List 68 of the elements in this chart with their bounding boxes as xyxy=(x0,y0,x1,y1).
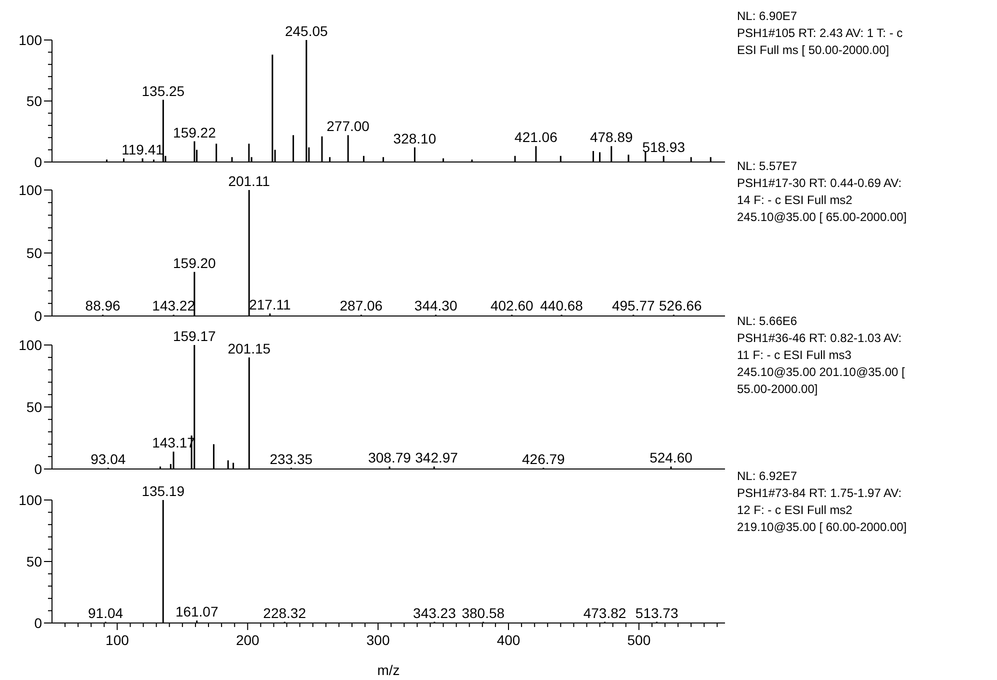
x-axis-title: m/z xyxy=(377,662,400,678)
text: PSH1#36-46 RT: 0.82-1.03 AV: xyxy=(737,331,902,345)
y-tick-label: 0 xyxy=(34,614,42,631)
annotation: 495.77 xyxy=(612,298,656,314)
annotation: 440.68 xyxy=(540,298,584,314)
annotation: 91.04 xyxy=(88,604,124,621)
annotation: 93.04 xyxy=(90,450,126,467)
y-tick-label: 100 xyxy=(18,492,42,508)
text: NL: 6.90E7 xyxy=(737,9,798,23)
annotation: 159.20 xyxy=(173,254,216,271)
annotation: 119.41 xyxy=(122,141,164,158)
text: NL: 5.66E6 xyxy=(737,314,798,328)
annotation: 201.11 xyxy=(228,173,270,189)
annotation: 380.58 xyxy=(462,604,505,621)
annotation: 159.22 xyxy=(173,124,216,140)
annotation: 308.79 xyxy=(368,450,412,466)
x-tick-label: 400 xyxy=(496,632,520,648)
annotation: 233.35 xyxy=(270,450,313,467)
text: 219.10@35.00 [ 60.00-2000.00] xyxy=(737,520,907,534)
annotation: 135.19 xyxy=(142,483,185,499)
annotation: 342.97 xyxy=(415,450,458,466)
annotation: 228.32 xyxy=(263,604,306,621)
annotation: 426.79 xyxy=(522,450,566,467)
annotation: 526.66 xyxy=(659,298,702,314)
x-tick-label: 100 xyxy=(106,632,130,648)
y-tick-label: 50 xyxy=(26,244,42,261)
annotation: 88.96 xyxy=(85,298,121,314)
annotation: 473.82 xyxy=(583,604,626,621)
text: NL: 6.92E7 xyxy=(737,469,798,483)
text: 55.00-2000.00] xyxy=(737,382,818,396)
text: ESI Full ms [ 50.00-2000.00] xyxy=(737,43,890,57)
y-tick-label: 0 xyxy=(34,154,42,170)
annotation: 135.25 xyxy=(142,82,185,99)
text: PSH1#73-84 RT: 1.75-1.97 AV: xyxy=(737,486,902,500)
text: 11 F: - c ESI Full ms3 xyxy=(737,348,852,362)
annotation: 328.10 xyxy=(393,130,436,146)
annotation: 287.06 xyxy=(340,298,383,314)
text: 245.10@35.00 [ 65.00-2000.00] xyxy=(737,210,907,224)
text: 14 F: - c ESI Full ms2 xyxy=(737,193,853,207)
y-tick-label: 0 xyxy=(34,460,42,477)
y-tick-label: 50 xyxy=(26,92,42,109)
annotation: 402.60 xyxy=(490,298,534,314)
annotation: 159.17 xyxy=(172,328,216,344)
x-tick-label: 500 xyxy=(627,632,651,648)
annotation: 513.73 xyxy=(635,604,678,621)
annotation: 524.60 xyxy=(650,450,693,466)
y-tick-label: 100 xyxy=(18,32,42,48)
y-tick-label: 50 xyxy=(26,553,42,570)
x-tick-label: 300 xyxy=(366,632,390,648)
x-tick-label: 200 xyxy=(236,632,260,648)
text: NL: 5.57E7 xyxy=(737,159,798,173)
y-tick-label: 0 xyxy=(34,308,42,324)
y-tick-label: 100 xyxy=(18,336,42,353)
annotation: 344.30 xyxy=(414,298,458,314)
text: PSH1#17-30 RT: 0.44-0.69 AV: xyxy=(737,176,902,190)
y-tick-label: 50 xyxy=(26,398,42,415)
annotation: 421.06 xyxy=(514,129,558,146)
annotation: 245.05 xyxy=(284,23,328,39)
annotation: 161.07 xyxy=(175,604,218,620)
annotation: 277.00 xyxy=(326,118,370,134)
annotation: 478.89 xyxy=(590,129,634,146)
annotation: 201.15 xyxy=(228,340,271,356)
text: 245.10@35.00 201.10@35.00 [ xyxy=(737,365,906,379)
y-tick-label: 100 xyxy=(18,182,42,198)
annotation: 343.23 xyxy=(413,604,456,621)
text: 12 F: - c ESI Full ms2 xyxy=(737,503,853,517)
annotation: 518.93 xyxy=(642,138,686,155)
text: PSH1#105 RT: 2.43 AV: 1 T: - c xyxy=(737,26,903,40)
